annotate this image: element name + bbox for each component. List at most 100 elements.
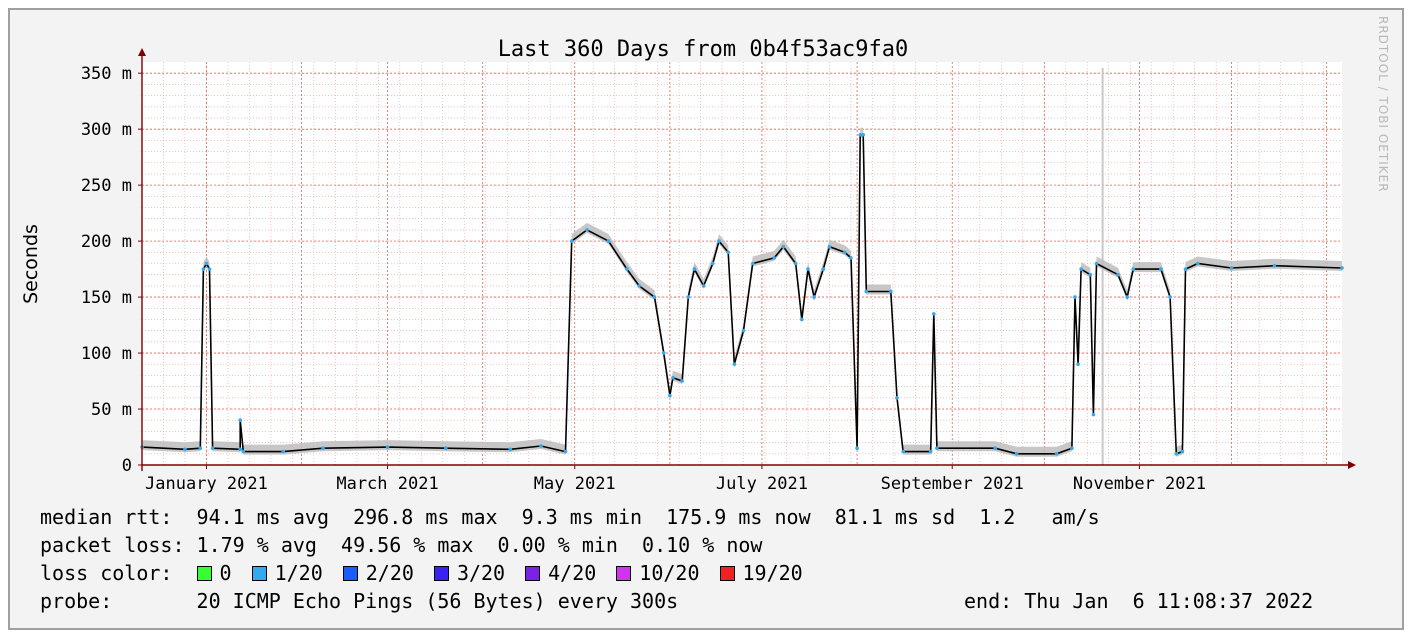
data-point (1054, 452, 1059, 456)
loss-color-swatch (719, 566, 735, 581)
loss-color-swatch (342, 566, 358, 581)
data-point (781, 244, 786, 249)
loss-color-value: 3/20 (456, 561, 506, 585)
data-point (732, 362, 737, 367)
data-point (895, 396, 899, 400)
data-point (637, 284, 641, 288)
y-tick-label: 250 m (81, 176, 132, 196)
data-point (680, 379, 684, 383)
data-point (812, 295, 816, 299)
data-point (238, 447, 243, 452)
data-point (864, 289, 869, 294)
data-point (935, 446, 939, 451)
data-point (928, 449, 933, 454)
data-point (1091, 412, 1096, 417)
chart-title: Last 360 Days from 0b4f53ac9fa0 (498, 37, 909, 62)
y-tick-label: 200 m (81, 232, 132, 252)
loss-color-value: 2/20 (365, 561, 414, 585)
y-tick-label: 50 m (91, 400, 132, 420)
data-point (855, 446, 859, 451)
data-point (321, 446, 325, 451)
y-tick-label: 150 m (81, 288, 132, 308)
data-point (1195, 261, 1200, 266)
series-layer (140, 68, 1344, 465)
data-point (281, 449, 285, 454)
data-point (1131, 267, 1136, 271)
data-point (1088, 272, 1093, 277)
data-point (711, 261, 715, 266)
legend-end-time: end: Thu Jan 6 11:08:37 2022 (964, 589, 1314, 613)
data-point (661, 351, 666, 355)
data-point (827, 244, 832, 249)
data-point (241, 449, 246, 454)
loss-color-item: 1/20 (251, 560, 323, 586)
data-point (210, 446, 215, 451)
data-point (585, 228, 589, 232)
data-point (741, 328, 746, 333)
data-point (625, 267, 629, 271)
data-point (201, 267, 206, 271)
median-line (141, 134, 1343, 455)
loss-color-item: 19/20 (719, 560, 803, 586)
data-point (1229, 266, 1234, 270)
data-point (932, 312, 936, 316)
data-point (800, 317, 804, 322)
x-tick-label: September 2021 (881, 474, 1024, 494)
data-point (901, 449, 905, 454)
loss-color-item: 4/20 (525, 560, 596, 586)
legend-median-rtt: median rtt: 94.1 ms avg 296.8 ms max 9.3… (40, 505, 1100, 529)
data-point (1076, 362, 1080, 367)
y-tick-label: 300 m (81, 120, 132, 140)
loss-color-swatch (196, 566, 212, 581)
data-point (1159, 267, 1163, 271)
data-point (1180, 449, 1185, 454)
data-point (198, 446, 203, 451)
loss-color-value: 10/20 (639, 561, 700, 585)
data-point (238, 418, 243, 423)
x-tick-label: May 2021 (534, 474, 616, 494)
data-point (606, 239, 611, 243)
data-point (1079, 267, 1083, 271)
data-point (539, 444, 543, 448)
legend-packet-loss: packet loss: 1.79 % avg 49.56 % max 0.00… (40, 533, 763, 557)
data-point (1125, 295, 1129, 299)
y-axis-label: Seconds (20, 224, 42, 304)
data-point (385, 445, 390, 449)
loss-color-swatch (525, 566, 541, 581)
loss-color-label: loss color: (40, 561, 173, 585)
loss-color-swatch (251, 566, 267, 581)
data-point (1183, 267, 1188, 271)
data-point (772, 256, 777, 260)
loss-color-value: 19/20 (742, 561, 803, 585)
data-point (849, 256, 853, 260)
data-point (668, 393, 672, 398)
x-tick-label: July 2021 (716, 474, 808, 494)
data-point (652, 295, 657, 299)
data-point (1272, 263, 1277, 268)
data-point (692, 267, 697, 271)
x-tick-label: March 2021 (336, 474, 438, 494)
y-tick-label: 350 m (81, 64, 132, 84)
data-point (1168, 295, 1172, 299)
data-point (993, 446, 997, 451)
watermark: RRDTOOL / TOBI OETIKER (1376, 16, 1390, 193)
x-tick-label: November 2021 (1073, 474, 1206, 494)
loss-color-item: 3/20 (433, 560, 506, 586)
y-tick-label: 0 (122, 456, 132, 476)
x-axis-arrow (1348, 461, 1356, 469)
loss-color-value: 0 (219, 561, 232, 585)
data-point (1014, 452, 1019, 456)
loss-color-items: 0 1/20 2/20 3/20 4/20 10/20 19/20 (196, 560, 823, 586)
data-point (569, 239, 574, 243)
loss-color-item: 10/20 (616, 560, 700, 586)
data-point (207, 267, 212, 271)
data-point (1073, 295, 1077, 299)
y-tick-label: 100 m (81, 344, 132, 364)
data-point (183, 447, 187, 452)
legend-loss-color: loss color: 0 1/20 2/20 3/20 4/20 10/20 19/20 (40, 560, 823, 586)
data-point (1094, 261, 1099, 266)
x-tick-label: January 2021 (145, 474, 268, 494)
data-point (858, 132, 862, 137)
data-point (717, 239, 721, 243)
